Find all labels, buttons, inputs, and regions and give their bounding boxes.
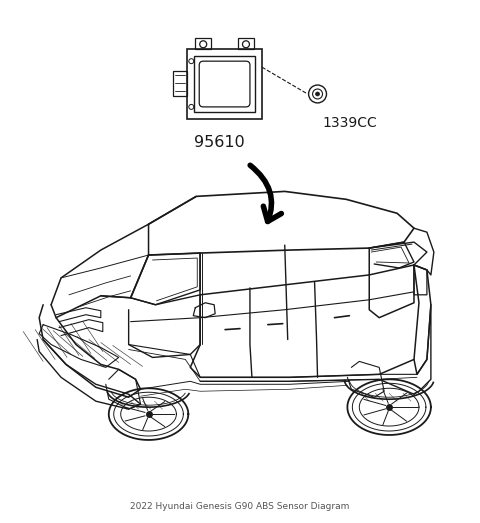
Text: 1339CC: 1339CC	[323, 116, 377, 130]
Bar	[187, 49, 262, 119]
Bar	[194, 56, 255, 112]
Text: 95610: 95610	[194, 135, 244, 150]
Circle shape	[315, 92, 320, 96]
Text: 2022 Hyundai Genesis G90 ABS Sensor Diagram: 2022 Hyundai Genesis G90 ABS Sensor Diag…	[130, 502, 350, 510]
Bar	[173, 71, 187, 96]
Bar	[238, 38, 254, 49]
Bar	[195, 38, 211, 49]
FancyArrowPatch shape	[250, 165, 281, 221]
